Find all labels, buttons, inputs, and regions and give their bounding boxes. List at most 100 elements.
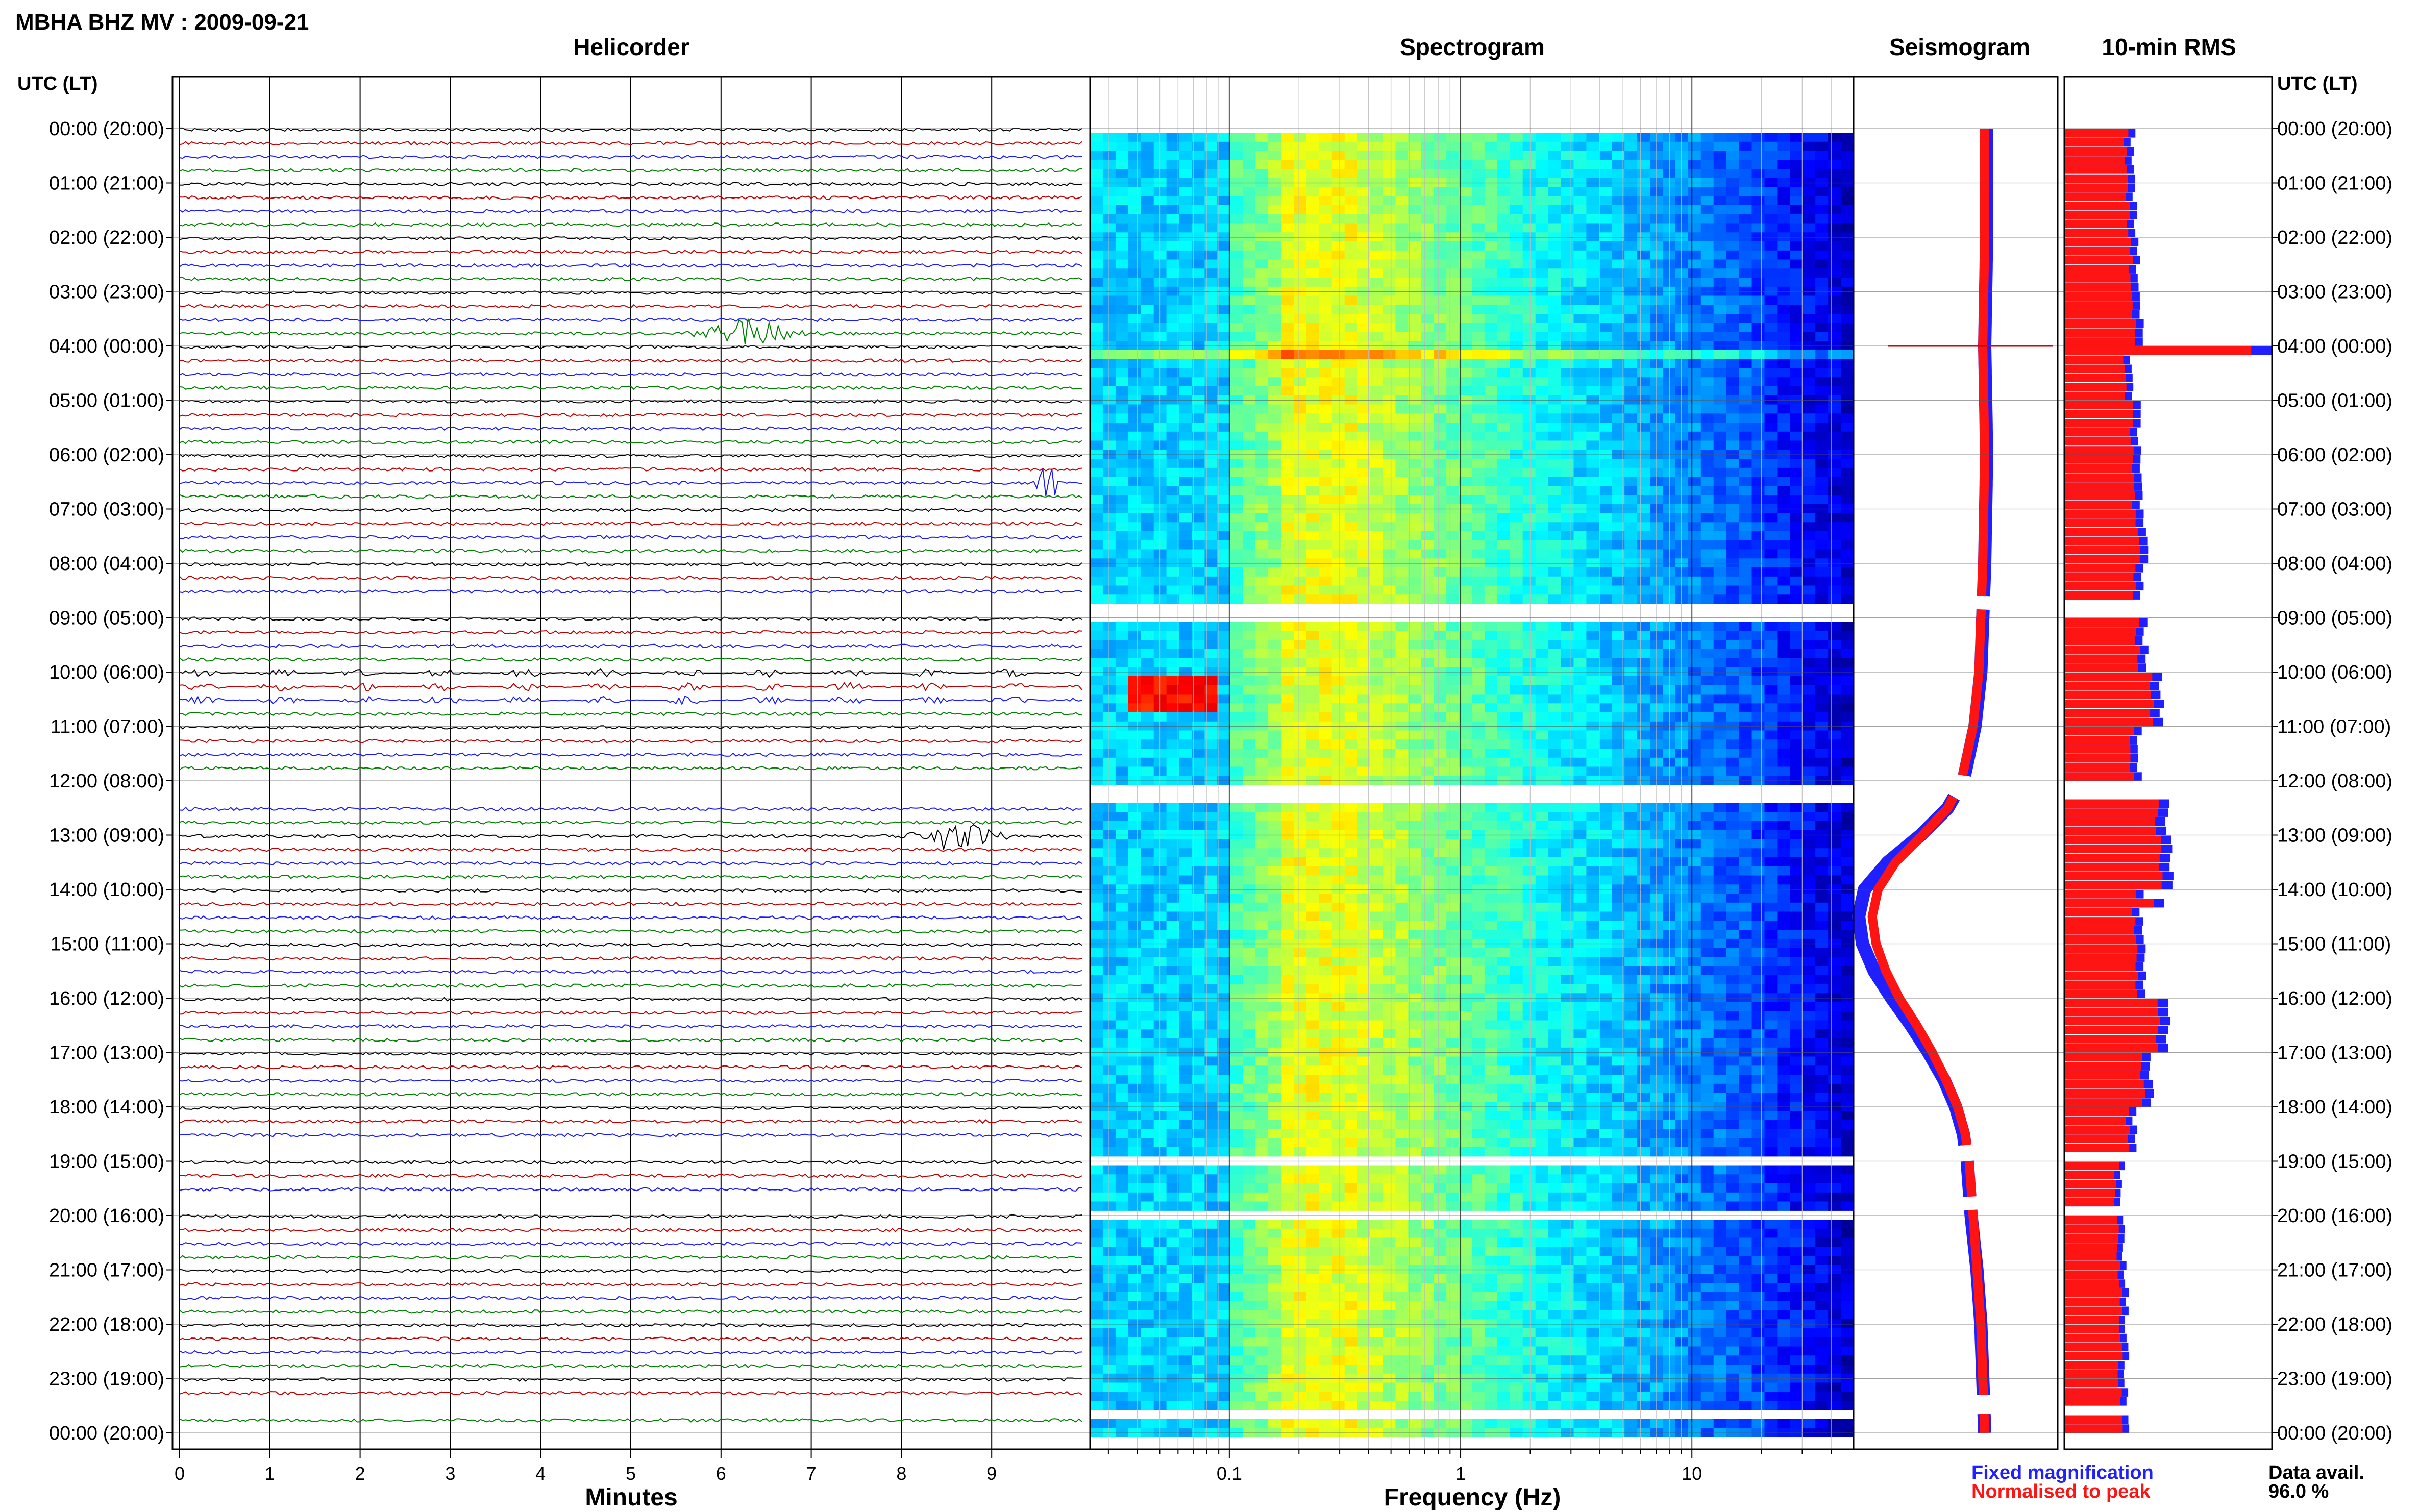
spectrogram-cell (1548, 540, 1562, 550)
spectrogram-cell (1548, 477, 1562, 486)
spectrogram-cell (1166, 712, 1180, 722)
spectrogram-cell (1803, 477, 1816, 486)
spectrogram-cell (1281, 160, 1294, 169)
spectrogram-cell (1688, 839, 1701, 849)
spectrogram-cell (1573, 576, 1587, 586)
spectrogram-cell (1192, 848, 1205, 858)
spectrogram-cell (1204, 540, 1218, 550)
spectrogram-cell (1561, 576, 1574, 586)
spectrogram-cell (1179, 540, 1192, 550)
helicorder-trace (179, 874, 1082, 879)
spectrogram-cell (1192, 413, 1205, 423)
spectrogram-cell (1230, 404, 1243, 414)
spectrogram-cell (1675, 332, 1689, 341)
spectrogram-cell (1128, 622, 1142, 631)
helicorder-x-tick-label: 7 (806, 1463, 817, 1484)
spectrogram-cell (1497, 278, 1511, 287)
spectrogram-cell (1319, 141, 1332, 152)
spectrogram-cell (1179, 531, 1192, 541)
spectrogram-cell (1675, 658, 1689, 667)
spectrogram-cell (1281, 187, 1294, 196)
spectrogram-cell (1688, 459, 1701, 468)
spectrogram-cell (1828, 658, 1841, 667)
spectrogram-cell (1115, 404, 1129, 414)
spectrogram-cell (1408, 431, 1421, 441)
spectrogram-cell (1243, 477, 1256, 486)
spectrogram-cell (1357, 649, 1371, 659)
spectrogram-cell (1370, 196, 1383, 206)
spectrogram-cell (1650, 821, 1663, 831)
spectrogram-cell (1472, 305, 1485, 314)
spectrogram-cell (1599, 314, 1612, 324)
spectrogram-cell (1128, 250, 1142, 260)
spectrogram-cell (1612, 323, 1625, 333)
spectrogram-cell (1713, 323, 1727, 333)
spectrogram-cell (1739, 467, 1752, 478)
spectrogram-cell (1204, 857, 1218, 867)
spectrogram-cell (1777, 531, 1790, 541)
spectrogram-cell (1815, 169, 1829, 179)
spectrogram-cell (1166, 739, 1180, 749)
spectrogram-cell (1790, 685, 1803, 695)
spectrogram-cell (1675, 712, 1689, 722)
spectrogram-cell (1446, 649, 1460, 659)
spectrogram-cell (1090, 622, 1103, 631)
spectrogram-cell (1586, 739, 1599, 749)
spectrogram-cell (1726, 766, 1740, 776)
spectrogram-cell (1370, 866, 1383, 876)
spectrogram-cell (1700, 323, 1714, 333)
spectrogram-cell (1357, 431, 1371, 441)
spectrogram-cell (1612, 278, 1625, 287)
spectrogram-cell (1522, 196, 1536, 206)
spectrogram-cell (1434, 576, 1447, 586)
spectrogram-cell (1434, 305, 1447, 314)
spectrogram-cell (1713, 712, 1727, 722)
spectrogram-cell (1243, 314, 1256, 324)
spectrogram-cell (1293, 875, 1307, 885)
spectrogram-cell (1637, 241, 1650, 251)
spectrogram-cell (1764, 214, 1778, 224)
spectrogram-cell (1790, 323, 1803, 333)
spectrogram-cell (1357, 875, 1371, 885)
spectrogram-cell (1535, 151, 1549, 160)
spectrogram-cell (1281, 268, 1294, 278)
spectrogram-cell (1726, 268, 1740, 278)
spectrogram-cell (1535, 486, 1549, 495)
spectrogram-cell (1166, 522, 1180, 532)
spectrogram-cell (1306, 295, 1320, 305)
spectrogram-cell (1141, 585, 1154, 595)
spectrogram-cell (1192, 486, 1205, 495)
spectrogram-cell (1408, 259, 1421, 269)
spectrogram-cell (1370, 658, 1383, 667)
spectrogram-cell (1153, 821, 1167, 831)
spectrogram-cell (1128, 169, 1142, 179)
spectrogram-cell (1751, 567, 1765, 577)
spectrogram-cell (1153, 332, 1167, 341)
spectrogram-cell (1153, 730, 1167, 740)
spectrogram-cell (1586, 223, 1599, 233)
spectrogram-cell (1612, 368, 1625, 378)
spectrogram-cell (1319, 757, 1332, 767)
spectrogram-cell (1484, 866, 1498, 876)
spectrogram-cell (1281, 857, 1294, 867)
spectrogram-cell (1472, 259, 1485, 269)
spectrogram-cell (1510, 857, 1523, 867)
spectrogram-cell (1612, 205, 1625, 215)
spectrogram-cell (1383, 187, 1396, 196)
spectrogram-cell (1612, 431, 1625, 441)
spectrogram-cell (1115, 585, 1129, 595)
spectrogram-cell (1790, 440, 1803, 450)
spectrogram-cell (1115, 250, 1129, 260)
spectrogram-cell (1383, 658, 1396, 667)
spectrogram-cell (1395, 649, 1409, 659)
spectrogram-cell (1434, 459, 1447, 468)
spectrogram-cell (1128, 268, 1142, 278)
spectrogram-cell (1573, 594, 1587, 604)
spectrogram-cell (1306, 658, 1320, 667)
spectrogram-cell (1612, 250, 1625, 260)
spectrogram-cell (1141, 531, 1154, 541)
helicorder-trace (179, 668, 1082, 678)
spectrogram-cell (1497, 522, 1511, 532)
spectrogram-cell (1319, 712, 1332, 722)
spectrogram-cell (1204, 440, 1218, 450)
